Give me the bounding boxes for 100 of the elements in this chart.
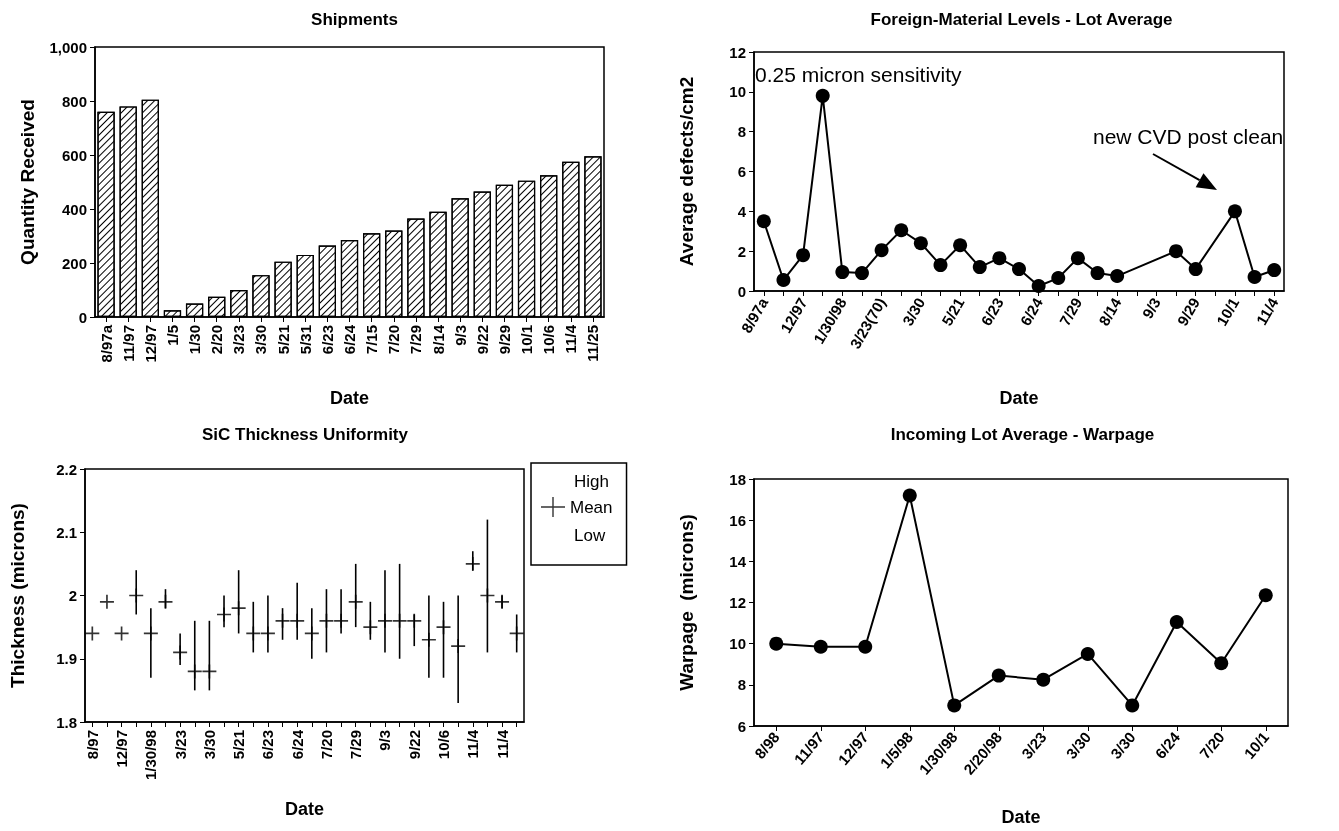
x-tick-label: 12/97 — [141, 325, 159, 363]
point — [290, 613, 305, 628]
y-tick-label: 8 — [737, 676, 746, 694]
y-tick-label: 4 — [737, 202, 747, 220]
annotation: 0.25 micron sensitivity — [755, 63, 963, 86]
point — [902, 488, 917, 503]
point — [1110, 269, 1125, 284]
point — [377, 613, 392, 628]
point — [991, 668, 1006, 683]
point — [451, 639, 466, 654]
point — [1227, 204, 1242, 219]
x-tick-label: 6/23 — [259, 730, 277, 760]
point — [407, 613, 422, 628]
y-tick-label: 1,000 — [49, 38, 87, 56]
point — [1188, 262, 1203, 277]
y-tick-label: 2 — [737, 242, 746, 260]
point — [348, 594, 363, 609]
point — [776, 273, 791, 288]
annotation: new CVD post clean — [1093, 125, 1284, 148]
y-tick-label: 0 — [737, 282, 746, 300]
point — [1169, 615, 1184, 630]
y-tick-label: 14 — [729, 552, 747, 570]
x-tick-label: 8/14 — [429, 324, 447, 355]
x-tick-label: 9/3 — [451, 325, 469, 346]
x-tick-label: 9/22 — [405, 730, 423, 760]
y-tick-label: 1.8 — [56, 713, 77, 731]
point — [392, 613, 407, 628]
point — [1090, 266, 1105, 281]
point — [158, 594, 173, 609]
y-tick-label: 12 — [729, 43, 746, 61]
x-tick-label: 6/24 — [288, 729, 306, 760]
x-tick-label: 8/97a — [97, 324, 115, 363]
point — [992, 251, 1007, 266]
x-tick-label: 10/1 — [518, 325, 536, 355]
chart-title: Foreign-Material Levels - Lot Average — [870, 10, 1173, 29]
x-tick-label: 5/21 — [274, 325, 292, 355]
y-tick-label: 2.2 — [56, 460, 77, 478]
x-tick-label: 12/97 — [113, 730, 131, 768]
point — [1080, 646, 1095, 661]
x-tick-label: 7/20 — [317, 730, 335, 760]
x-tick-label: 5/31 — [296, 325, 314, 355]
x-axis-title: Date — [1001, 807, 1041, 827]
x-tick-label: 11/97 — [119, 325, 137, 362]
point — [1012, 262, 1026, 277]
point — [972, 260, 987, 275]
point — [129, 588, 144, 603]
point — [756, 214, 771, 229]
x-tick-label: 10/6 — [435, 730, 453, 760]
x-tick-label: 9/3 — [1138, 294, 1164, 322]
x-axis-title: Date — [284, 799, 325, 819]
point — [99, 594, 114, 609]
x-tick-label: 6/24 — [341, 324, 358, 355]
point — [187, 664, 202, 679]
point — [231, 601, 246, 616]
point — [913, 236, 928, 251]
x-tick-label: 3/23 — [171, 730, 189, 760]
y-axis-title: Average defects/cm2 — [676, 76, 697, 267]
x-tick-label: 3/30 — [200, 730, 218, 760]
point — [436, 620, 451, 635]
point — [260, 626, 275, 641]
point — [874, 243, 889, 258]
point — [304, 626, 319, 641]
point — [796, 248, 811, 263]
x-tick-label: 7/29 — [347, 730, 365, 760]
y-tick-label: 10 — [729, 83, 746, 101]
point — [1258, 588, 1273, 603]
text: Low — [574, 526, 606, 545]
point — [953, 238, 968, 253]
x-tick-label: 1/30 — [186, 325, 204, 355]
point — [813, 639, 828, 654]
y-tick-label: 800 — [61, 92, 87, 110]
x-tick-label: 7/29 — [407, 325, 425, 355]
x-tick-label: 6/23 — [318, 325, 336, 355]
x-tick-label: 3/23 — [230, 325, 248, 355]
x-tick-label: 11/4 — [493, 729, 511, 759]
y-tick-label: 2.1 — [56, 523, 77, 541]
y-tick-label: 18 — [729, 470, 746, 488]
x-tick-label: 9/22 — [473, 325, 491, 355]
x-tick-label: 2/20 — [208, 325, 226, 355]
x-tick-label: 1/30/98 — [142, 730, 160, 781]
point — [465, 556, 480, 571]
point — [858, 639, 873, 654]
point — [1169, 244, 1184, 259]
point — [143, 626, 158, 641]
y-tick-label: 200 — [61, 254, 87, 272]
point — [933, 258, 948, 273]
x-tick-label: 7/15 — [363, 325, 381, 355]
point — [769, 636, 784, 651]
point — [947, 698, 962, 713]
point — [1051, 271, 1066, 286]
point — [835, 265, 850, 280]
x-tick-label: 11/25 — [584, 325, 602, 362]
x-tick-label: 5/21 — [230, 730, 248, 760]
y-tick-label: 10 — [729, 635, 746, 653]
y-axis-title: Thickness (microns) — [7, 503, 28, 688]
y-tick-label: 2 — [68, 587, 77, 604]
x-tick-label: 10/6 — [540, 325, 558, 355]
chart-title: Shipments — [311, 10, 398, 29]
point — [334, 613, 349, 628]
x-tick-label: 7/20 — [385, 325, 403, 355]
